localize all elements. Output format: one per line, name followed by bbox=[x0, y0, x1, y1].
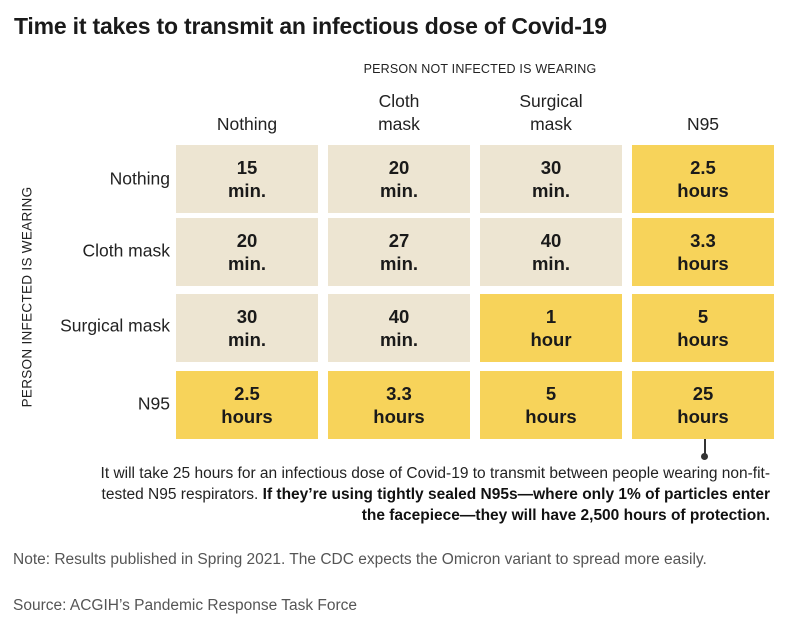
table-cell: 3.3 hours bbox=[632, 218, 774, 286]
table-cell: 3.3 hours bbox=[328, 371, 470, 439]
column-header: N95 bbox=[686, 114, 720, 134]
annotation-pointer-dot bbox=[701, 453, 708, 460]
source-line: Source: ACGIH’s Pandemic Response Task F… bbox=[13, 597, 358, 614]
table-cell: 5 hours bbox=[632, 294, 774, 362]
table-cell: 40 min. bbox=[328, 294, 470, 362]
table-cell: 40 min. bbox=[480, 218, 622, 286]
row-axis-label: PERSON INFECTED IS WEARING bbox=[19, 186, 35, 408]
footnote: Note: Results published in Spring 2021. … bbox=[13, 551, 707, 568]
chart-title: Time it takes to transmit an infectious … bbox=[14, 13, 607, 39]
row-header: N95 bbox=[137, 393, 170, 414]
table-cell: 20 min. bbox=[328, 145, 470, 213]
row-header: Nothing bbox=[109, 168, 170, 189]
annotation-text: It will take 25 hours for an infectious … bbox=[90, 463, 770, 526]
row-header: Surgical mask bbox=[60, 315, 170, 336]
table-cell: 2.5 hours bbox=[176, 371, 318, 439]
column-axis-label: PERSON NOT INFECTED IS WEARING bbox=[363, 62, 597, 76]
table-cell: 20 min. bbox=[176, 218, 318, 286]
table-cell: 2.5 hours bbox=[632, 145, 774, 213]
table-cell: 15 min. bbox=[176, 145, 318, 213]
column-header: Nothing bbox=[216, 114, 278, 134]
table-cell: 25 hours bbox=[632, 371, 774, 439]
annotation-pointer-line bbox=[704, 439, 706, 455]
table-cell: 27 min. bbox=[328, 218, 470, 286]
column-header: Cloth mask bbox=[378, 91, 420, 134]
annotation-text-bold: If they’re using tightly sealed N95s—whe… bbox=[262, 486, 770, 524]
table-cell: 30 min. bbox=[480, 145, 622, 213]
table-cell: 5 hours bbox=[480, 371, 622, 439]
row-header: Cloth mask bbox=[82, 240, 170, 261]
table-cell: 1 hour bbox=[480, 294, 622, 362]
annotation-text-regular: It will take 25 hours for an infectious … bbox=[100, 465, 770, 503]
table-cell: 30 min. bbox=[176, 294, 318, 362]
column-header: Surgical mask bbox=[519, 91, 583, 134]
